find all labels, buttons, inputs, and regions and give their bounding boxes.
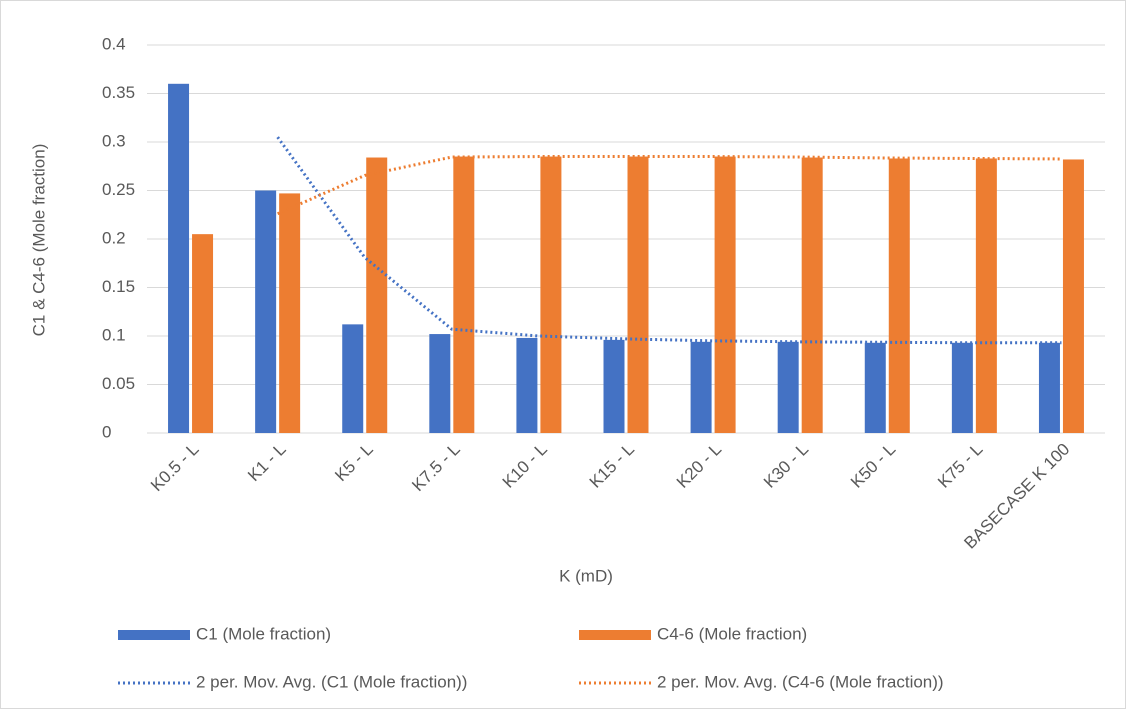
bar	[951, 342, 973, 433]
legend-swatch	[579, 630, 651, 640]
legend-label: C1 (Mole fraction)	[196, 624, 331, 643]
x-axis-title: K (mD)	[559, 566, 613, 585]
trendline	[276, 136, 1062, 345]
legend-label: 2 per. Mov. Avg. (C4-6 (Mole fraction))	[657, 672, 944, 691]
y-tick-label: 0	[102, 422, 111, 441]
bar	[1062, 159, 1084, 433]
bar	[627, 156, 649, 434]
y-tick-label: 0.05	[102, 374, 135, 393]
bar	[888, 158, 910, 434]
trendline	[277, 155, 1062, 216]
bar	[192, 234, 214, 433]
y-tick-label: 0.2	[102, 228, 126, 247]
bar	[603, 339, 625, 433]
bar	[714, 156, 736, 434]
y-axis-title: C1 & C4-6 (Mole fraction)	[29, 144, 48, 337]
bar	[279, 193, 301, 433]
bar	[366, 157, 388, 433]
y-tick-label: 0.15	[102, 277, 135, 296]
bar	[864, 342, 886, 433]
bar	[801, 157, 823, 433]
bar	[255, 190, 277, 433]
bar	[540, 156, 562, 434]
bar	[975, 158, 997, 434]
legend-swatch	[118, 630, 190, 640]
bar	[429, 334, 451, 433]
y-tick-label: 0.1	[102, 325, 126, 344]
y-tick-label: 0.35	[102, 83, 135, 102]
bar	[342, 324, 364, 433]
legend-label: C4-6 (Mole fraction)	[657, 624, 807, 643]
bar	[1038, 342, 1060, 433]
bar	[453, 156, 475, 434]
bar	[168, 83, 190, 434]
y-tick-label: 0.3	[102, 131, 126, 150]
legend-label: 2 per. Mov. Avg. (C1 (Mole fraction))	[196, 672, 467, 691]
y-tick-label: 0.25	[102, 180, 135, 199]
bar	[516, 337, 538, 433]
bar	[690, 341, 712, 433]
y-tick-label: 0.4	[102, 34, 126, 53]
bar	[777, 341, 799, 433]
